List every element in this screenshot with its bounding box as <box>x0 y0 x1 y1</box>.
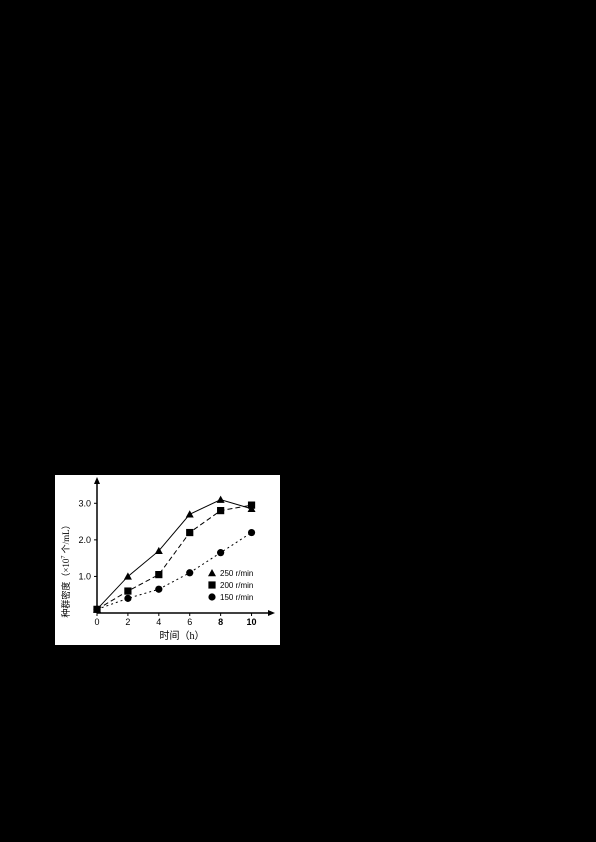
svg-text:4: 4 <box>156 617 161 627</box>
chart-container: 0 2 4 6 8 10 1.0 2.0 3.0 种群密度（×107 个/mL） 时间（h） 250 … <box>55 475 280 645</box>
svg-text:时间（h）: 时间（h） <box>160 629 205 642</box>
svg-text:6: 6 <box>187 617 192 627</box>
svg-text:150 r/min: 150 r/min <box>220 593 253 602</box>
svg-text:0: 0 <box>94 617 99 627</box>
chart-svg: 0 2 4 6 8 10 1.0 2.0 3.0 种群密度（×107 个/mL） 时间（h） 250 … <box>55 475 280 645</box>
svg-text:2: 2 <box>125 617 130 627</box>
svg-text:2.0: 2.0 <box>78 535 91 545</box>
svg-text:8: 8 <box>218 617 223 627</box>
svg-text:3.0: 3.0 <box>78 498 91 508</box>
svg-text:1.0: 1.0 <box>78 571 91 581</box>
svg-text:种群密度（×107 个/mL）: 种群密度（×107 个/mL） <box>60 520 71 617</box>
svg-text:200 r/min: 200 r/min <box>220 581 253 590</box>
svg-text:250 r/min: 250 r/min <box>220 569 253 578</box>
svg-text:10: 10 <box>247 617 257 627</box>
